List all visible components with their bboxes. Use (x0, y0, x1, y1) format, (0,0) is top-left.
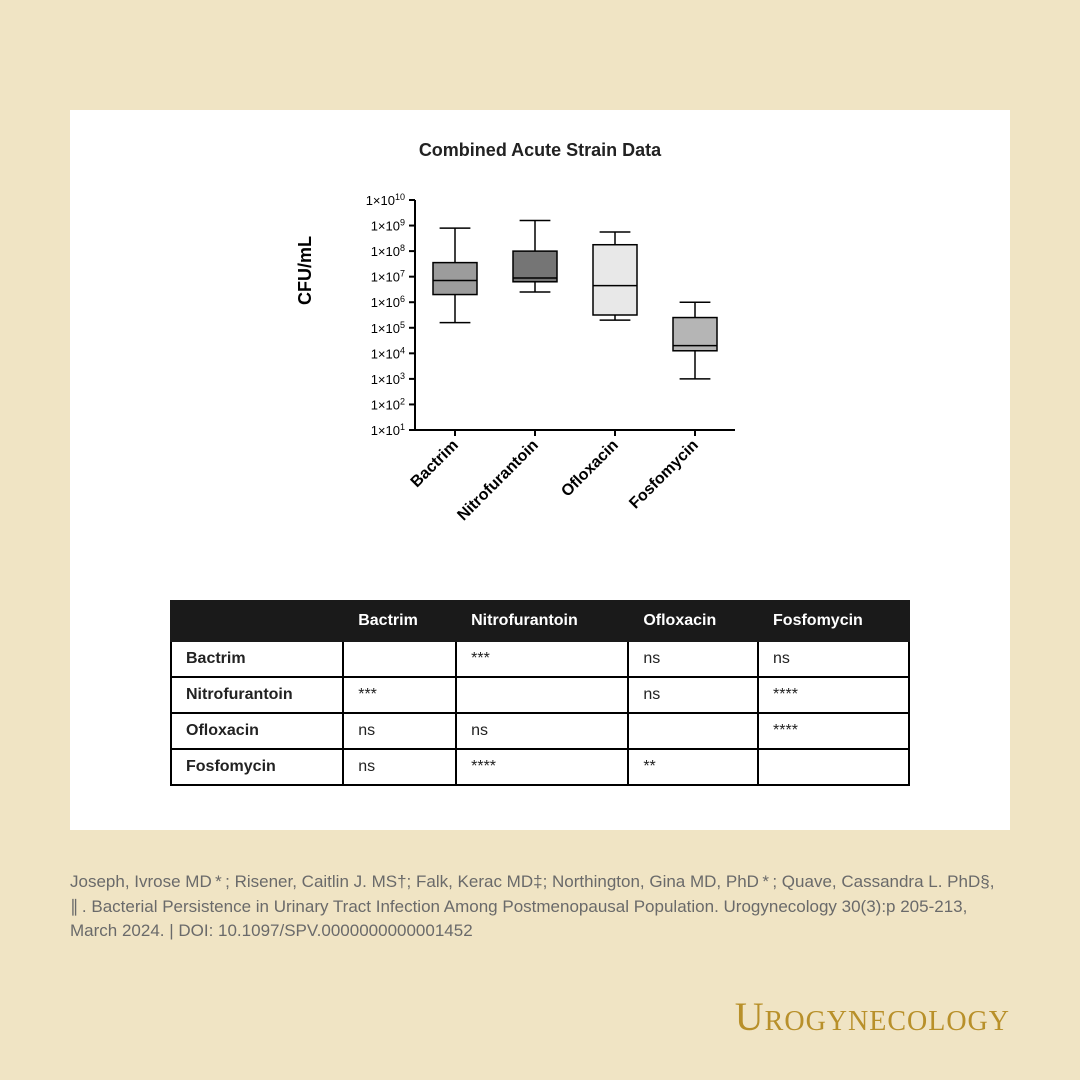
svg-text:Fosfomycin: Fosfomycin (626, 437, 702, 513)
svg-text:1×1010: 1×1010 (366, 192, 405, 208)
boxplot-chart: 1×101 1×102 1×103 1×104 1×105 1×106 1×107 1×108… (330, 190, 750, 550)
table-row: Ofloxacinnsns**** (171, 713, 909, 749)
svg-text:1×106: 1×106 (371, 294, 405, 310)
chart-svg: 1×101 1×102 1×103 1×104 1×105 1×106 1×107 1×108… (330, 190, 750, 550)
table-row: Nitrofurantoin*** ns**** (171, 677, 909, 713)
table-row-header: Fosfomycin (171, 749, 343, 785)
table-cell: **** (456, 749, 628, 785)
svg-text:1×101: 1×101 (371, 422, 405, 438)
journal-logo: Urogynecology (735, 993, 1010, 1040)
table-cell: ** (628, 749, 758, 785)
svg-text:1×107: 1×107 (371, 269, 405, 285)
table-cell: ns (628, 677, 758, 713)
svg-text:1×108: 1×108 (371, 243, 405, 259)
svg-text:1×109: 1×109 (371, 218, 405, 234)
significance-table: BactrimNitrofurantoinOfloxacinFosfomycin… (170, 600, 910, 786)
table-cell: ns (456, 713, 628, 749)
table-cell: ns (628, 641, 758, 677)
table-row-header: Nitrofurantoin (171, 677, 343, 713)
table-row-header: Bactrim (171, 641, 343, 677)
chart-title: Combined Acute Strain Data (419, 140, 661, 161)
table-cell: **** (758, 677, 909, 713)
table-row: Bactrim***nsns (171, 641, 909, 677)
table-cell: *** (456, 641, 628, 677)
table-cell: ns (758, 641, 909, 677)
svg-text:Nitrofurantoin: Nitrofurantoin (454, 437, 541, 524)
table-cell (456, 677, 628, 713)
citation-text: Joseph, Ivrose MD * ; Risener, Caitlin J… (70, 870, 1010, 944)
table-cell (628, 713, 758, 749)
table-cell: ns (343, 749, 456, 785)
svg-text:Bactrim: Bactrim (408, 437, 462, 491)
table-row: Fosfomycinns****** (171, 749, 909, 785)
svg-text:1×105: 1×105 (371, 320, 405, 336)
svg-text:1×103: 1×103 (371, 371, 405, 387)
svg-text:1×104: 1×104 (371, 345, 405, 361)
table-cell: ns (343, 713, 456, 749)
y-axis-label: CFU/mL (295, 236, 316, 305)
table-column-header: Bactrim (343, 601, 456, 641)
table-column-header: Nitrofurantoin (456, 601, 628, 641)
table-cell (758, 749, 909, 785)
table-cell: *** (343, 677, 456, 713)
table-column-header: Ofloxacin (628, 601, 758, 641)
table-cell: **** (758, 713, 909, 749)
table-row-header: Ofloxacin (171, 713, 343, 749)
svg-text:Ofloxacin: Ofloxacin (558, 437, 622, 501)
table-column-header: Fosfomycin (758, 601, 909, 641)
figure-panel: Combined Acute Strain Data CFU/mL 1×1011… (70, 110, 1010, 830)
svg-text:1×102: 1×102 (371, 396, 405, 412)
table-cell (343, 641, 456, 677)
table-corner (171, 601, 343, 641)
